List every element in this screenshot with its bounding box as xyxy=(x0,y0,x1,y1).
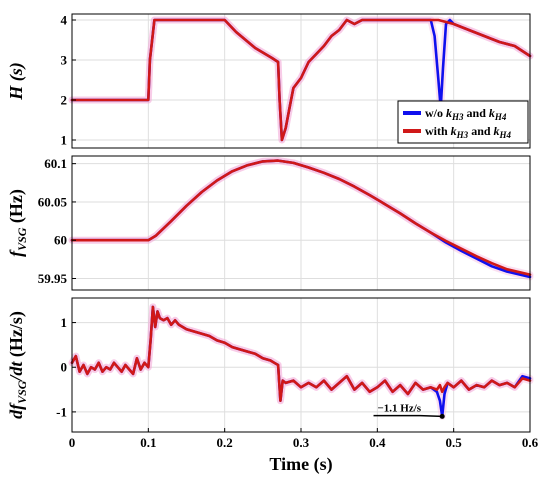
rocof-panel: -1 0 1 0 0.1 0.2 0.3 0.4 0.5 0.6 dfVSG/dt (Hz/s)… xyxy=(6,297,539,475)
y-tick-label: 60.1 xyxy=(44,156,67,171)
y-tick-label: 3 xyxy=(61,53,68,68)
frequency-series-lines xyxy=(68,157,534,281)
frequency-y-axis-label: fVSG (Hz) xyxy=(6,189,29,257)
series-line-red xyxy=(70,159,532,277)
rocof-y-ticks: -1 0 1 xyxy=(56,315,76,419)
frequency-panel: 59.95 60 60.05 60.1 fVSG (Hz) xyxy=(6,155,534,291)
inertia-panel: 1 2 3 4 H (s) w/o kH3 and kH4 with kH3 and … xyxy=(6,13,534,149)
series-line-red xyxy=(70,305,532,403)
inertia-y-ticks: 1 2 3 4 xyxy=(61,13,76,148)
frequency-axes-frame xyxy=(71,155,531,291)
annotation-label: −1.1 Hz/s xyxy=(378,403,422,415)
y-tick-label: 60 xyxy=(54,233,67,248)
y-tick-label: -1 xyxy=(56,404,67,419)
rocof-series-lines xyxy=(68,303,534,420)
time-x-axis-label: Time (s) xyxy=(269,454,332,475)
x-tick-label: 0.4 xyxy=(369,435,386,450)
legend: w/o kH3 and kH4 with kH3 and kH4 xyxy=(397,100,529,144)
annotation-marker xyxy=(439,413,445,419)
x-tick-label: 0 xyxy=(69,435,76,450)
x-tick-label: 0.1 xyxy=(140,435,156,450)
series-line-red xyxy=(70,18,532,142)
inertia-series-lines xyxy=(68,16,534,144)
y-tick-label: 1 xyxy=(61,315,68,330)
x-tick-label: 0.5 xyxy=(446,435,463,450)
inertia-axes-frame xyxy=(71,13,531,149)
x-tick-label: 0.6 xyxy=(522,435,539,450)
frequency-y-ticks: 59.95 60 60.05 60.1 xyxy=(38,156,76,286)
y-tick-label: 4 xyxy=(61,13,68,28)
x-tick-label: 0.2 xyxy=(217,435,233,450)
legend-entry-red: with kH3 and kH4 xyxy=(425,124,512,140)
frequency-grid xyxy=(72,156,530,290)
legend-entry-blue: w/o kH3 and kH4 xyxy=(425,106,507,122)
time-x-ticks: 0 0.1 0.2 0.3 0.4 0.5 0.6 xyxy=(69,428,539,450)
annotation-leader-line xyxy=(373,414,443,418)
rocof-y-axis-label: dfVSG/dt (Hz/s) xyxy=(6,311,29,419)
y-tick-label: 0 xyxy=(61,360,68,375)
legend-box xyxy=(397,100,529,144)
y-tick-label: 60.05 xyxy=(38,194,68,209)
y-tick-label: 2 xyxy=(61,93,68,108)
y-tick-label: 59.95 xyxy=(38,271,68,286)
y-tick-label: 1 xyxy=(61,133,68,148)
inertia-y-axis-label: H (s) xyxy=(6,62,27,101)
x-tick-label: 0.3 xyxy=(293,435,310,450)
rocof-annotation: −1.1 Hz/s xyxy=(373,403,445,419)
